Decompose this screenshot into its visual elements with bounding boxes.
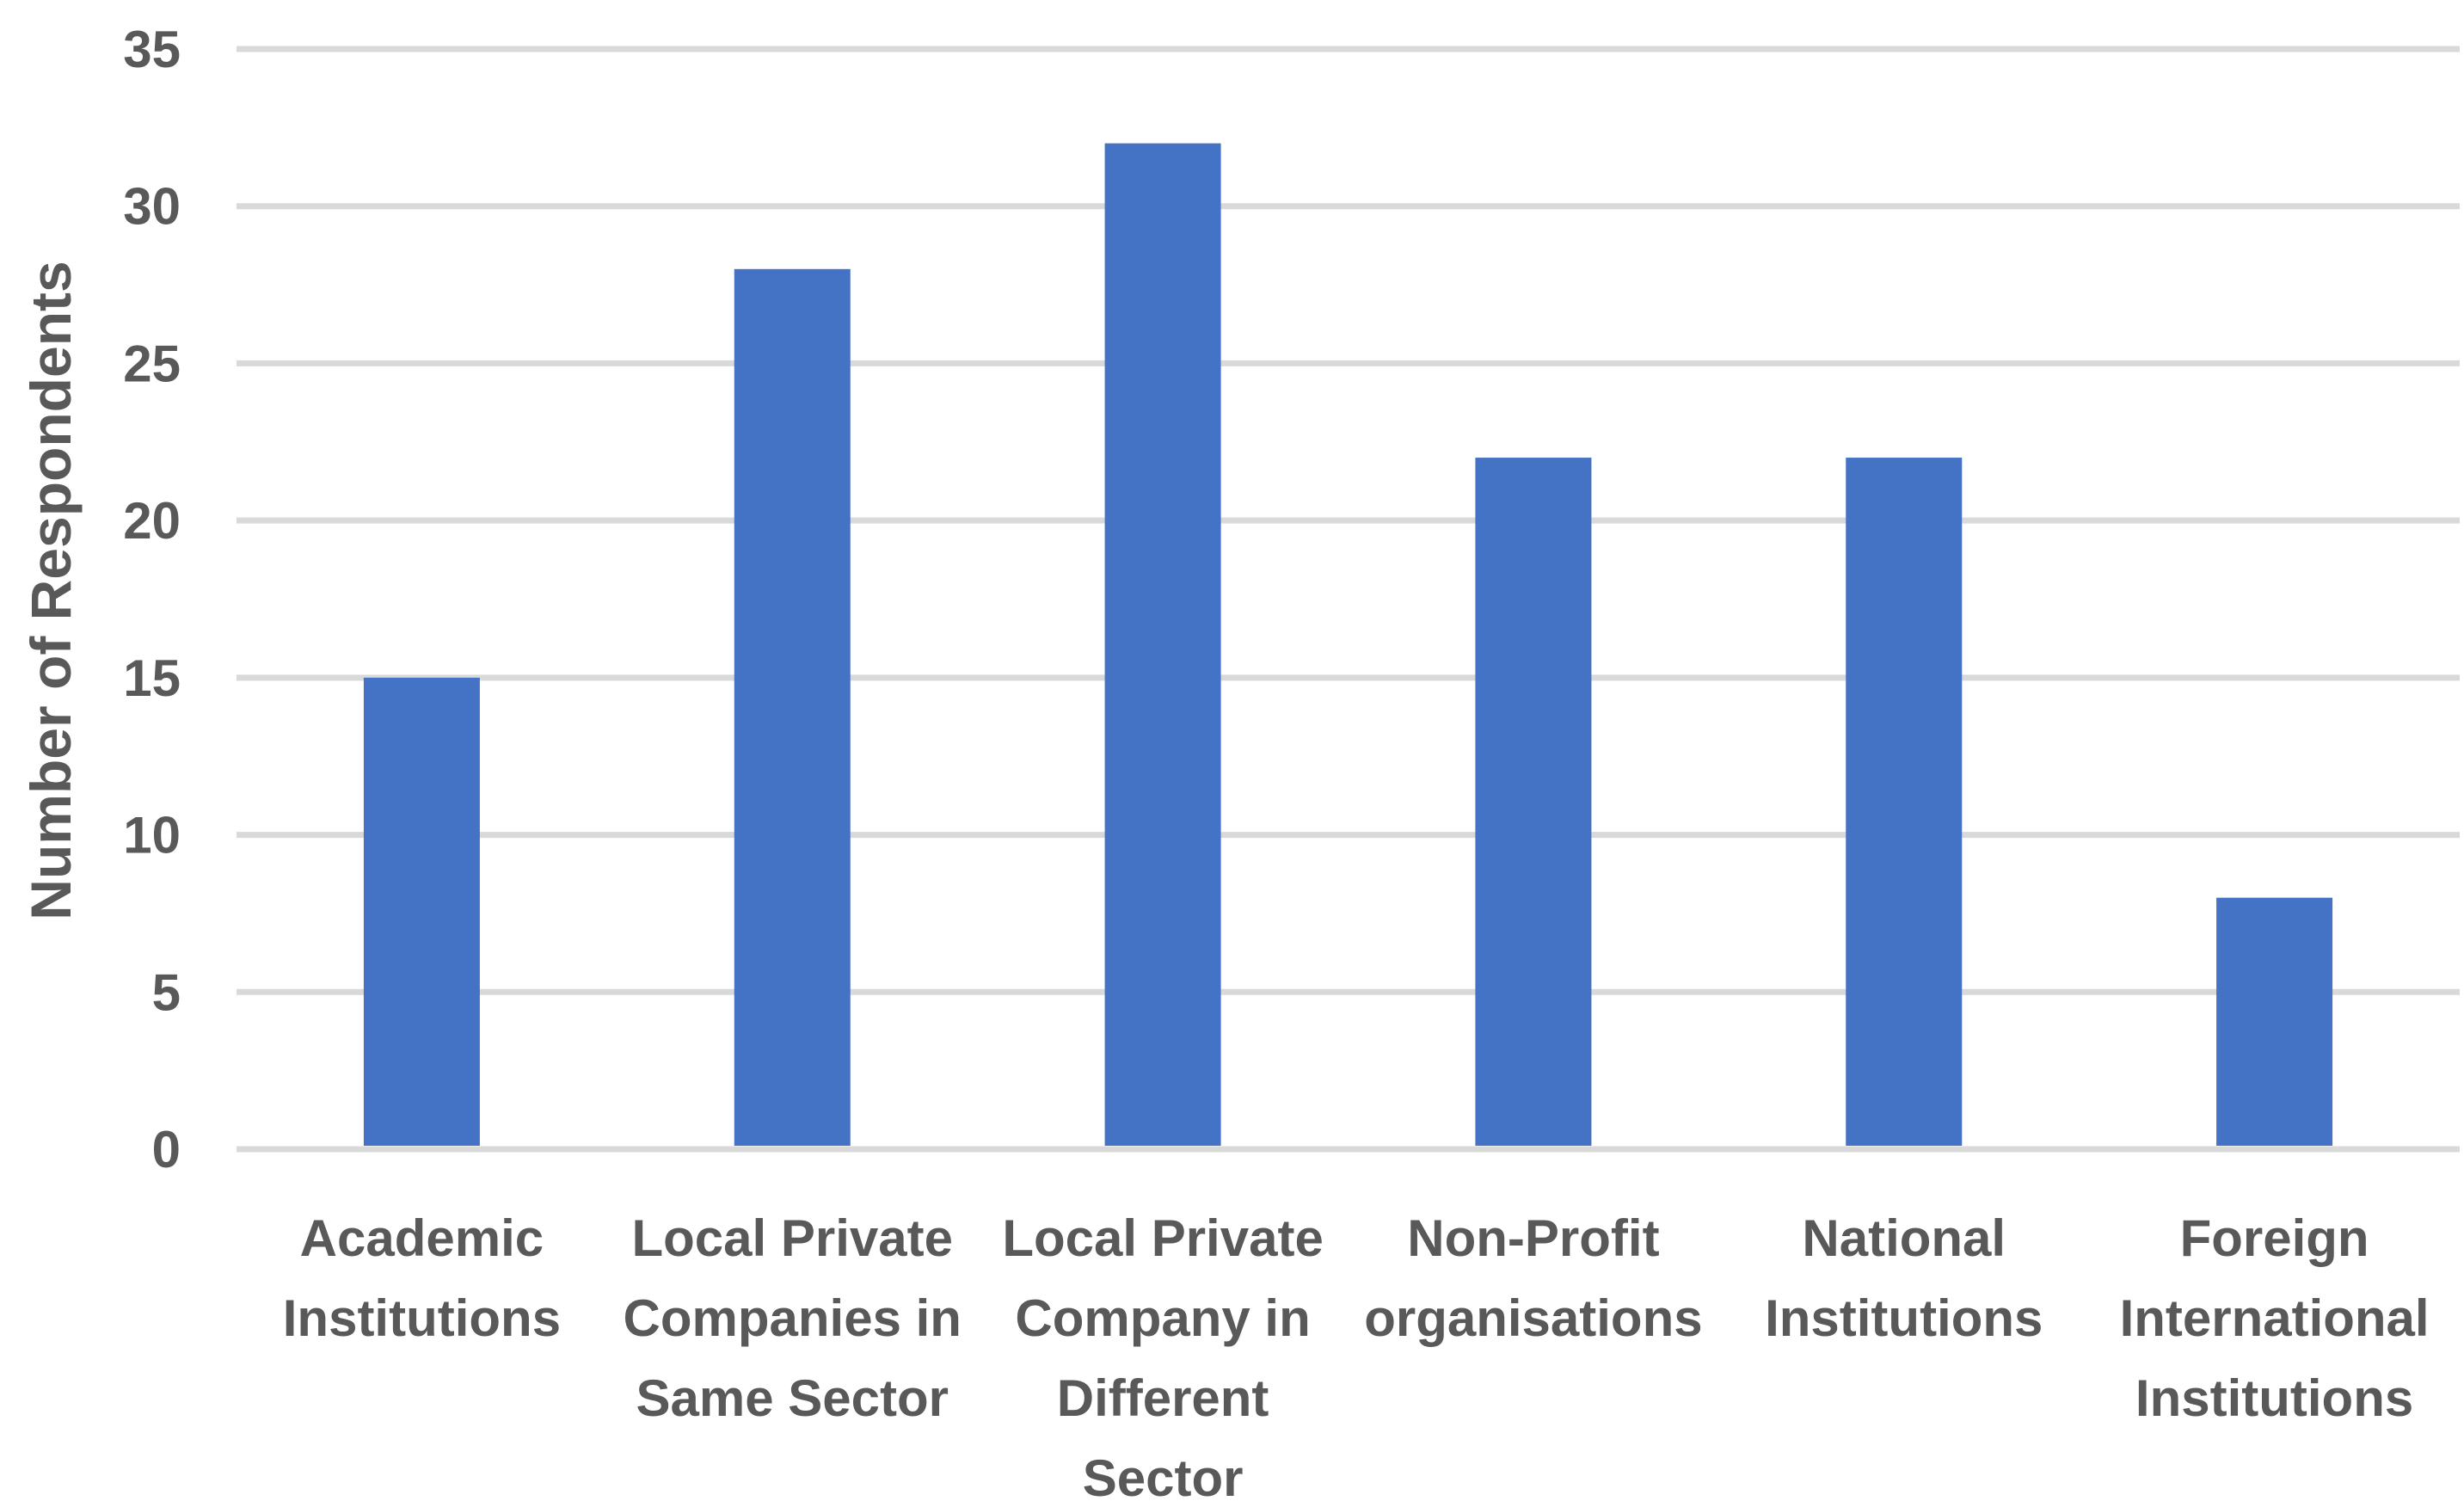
- y-tick-label: 5: [152, 963, 181, 1021]
- y-tick-label: 30: [123, 178, 181, 236]
- x-category-label: Foreign International Institutions: [2120, 1209, 2430, 1427]
- gridlines: [237, 46, 2460, 1153]
- x-category-label-line: Company in: [1015, 1289, 1310, 1347]
- x-category-label-line: Foreign: [2180, 1209, 2369, 1267]
- x-category-label-line: Companies in: [624, 1289, 962, 1347]
- x-category-label-line: organisations: [1364, 1289, 1702, 1347]
- x-category-label-line: Same Sector: [636, 1369, 949, 1427]
- y-tick-label: 10: [123, 807, 181, 864]
- x-category-label: Local Private Companies in Same Sector: [624, 1209, 962, 1427]
- x-category-label-line: Institutions: [1765, 1289, 2043, 1347]
- bar-5: [2216, 897, 2333, 1146]
- y-tick-label: 15: [123, 649, 181, 707]
- x-category-label-line: Institutions: [2135, 1369, 2413, 1427]
- x-category-label-line: Sector: [1083, 1449, 1244, 1501]
- y-tick-label: 35: [123, 21, 181, 78]
- x-category-label-line: International: [2120, 1289, 2430, 1347]
- x-category-label: Academic Institutions: [283, 1209, 561, 1347]
- x-category-label-line: Non-Profit: [1407, 1209, 1659, 1267]
- y-tick-label: 20: [123, 492, 181, 550]
- bar-1: [734, 268, 851, 1146]
- bar-3: [1475, 458, 1592, 1146]
- x-axis-categories: Academic Institutions Local Private Compani…: [283, 1209, 2430, 1501]
- x-category-label: Local Private Company in Different Sector: [1002, 1209, 1324, 1501]
- y-tick-label: 25: [123, 335, 181, 392]
- y-axis-title: Number of Respondents: [19, 261, 83, 920]
- bar-2: [1104, 143, 1221, 1147]
- x-category-label-line: Local Private: [1002, 1209, 1324, 1267]
- x-category-label-line: Institutions: [283, 1289, 561, 1347]
- x-category-label-line: National: [1802, 1209, 2006, 1267]
- x-category-label: National Institutions: [1765, 1209, 2043, 1347]
- y-axis-ticks: 0 5 10 15 20 25 30 35: [123, 21, 181, 1178]
- y-tick-label: 0: [152, 1121, 181, 1178]
- bar-4: [1846, 458, 1963, 1146]
- x-category-label-line: Academic: [300, 1209, 544, 1267]
- x-category-label-line: Different: [1057, 1369, 1269, 1427]
- bar-0: [363, 677, 480, 1146]
- bars: [363, 143, 2333, 1147]
- x-category-label: Non-Profit organisations: [1364, 1209, 1702, 1347]
- x-category-label-line: Local Private: [631, 1209, 953, 1267]
